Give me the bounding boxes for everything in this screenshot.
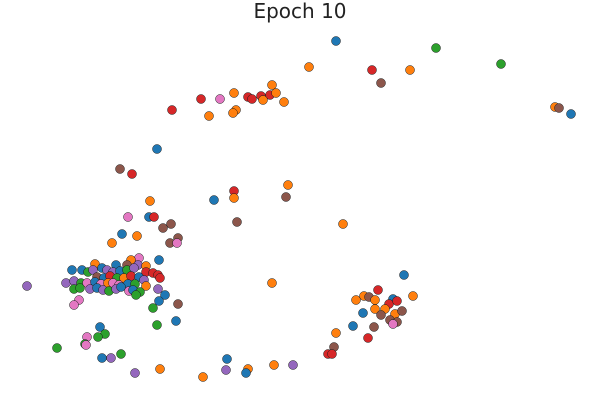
scatter-point-red: [373, 285, 383, 295]
scatter-point-green: [52, 343, 62, 353]
scatter-point-brown: [376, 78, 386, 88]
scatter-point-orange: [408, 291, 418, 301]
scatter-point-red: [149, 212, 159, 222]
scatter-point-blue: [117, 229, 127, 239]
scatter-point-orange: [132, 231, 142, 241]
scatter-point-orange: [304, 62, 314, 72]
scatter-point-pink: [69, 300, 79, 310]
scatter-point-blue: [154, 296, 164, 306]
scatter-point-orange: [405, 65, 415, 75]
scatter-point-orange: [279, 97, 289, 107]
scatter-point-orange: [229, 193, 239, 203]
scatter-point-green: [75, 283, 85, 293]
scatter-point-blue: [116, 282, 126, 292]
scatter-point-orange: [283, 180, 293, 190]
scatter-point-brown: [369, 322, 379, 332]
scatter-point-blue: [171, 316, 181, 326]
scatter-point-orange: [267, 80, 277, 90]
scatter-point-blue: [95, 322, 105, 332]
scatter-point-red: [367, 65, 377, 75]
scatter-point-red: [247, 94, 257, 104]
scatter-point-purple: [153, 284, 163, 294]
scatter-point-blue: [160, 290, 170, 300]
scatter-point-pink: [215, 94, 225, 104]
scatter-point-orange: [229, 88, 239, 98]
scatter-point-orange: [351, 295, 361, 305]
scatter-point-purple: [130, 368, 140, 378]
scatter-point-orange: [258, 95, 268, 105]
scatter-point-red: [327, 349, 337, 359]
scatter-point-orange: [107, 238, 117, 248]
scatter-point-orange: [338, 219, 348, 229]
scatter-point-green: [431, 43, 441, 53]
scatter-point-orange: [331, 328, 341, 338]
scatter-point-orange: [267, 278, 277, 288]
scatter-point-purple: [129, 263, 139, 273]
scatter-point-blue: [209, 195, 219, 205]
scatter-point-brown: [281, 192, 291, 202]
scatter-point-green: [93, 332, 103, 342]
scatter-point-brown: [158, 223, 168, 233]
scatter-point-brown: [173, 299, 183, 309]
scatter-point-blue: [358, 308, 368, 318]
scatter-point-blue: [348, 321, 358, 331]
scatter-point-green: [116, 349, 126, 359]
scatter-point-purple: [221, 365, 231, 375]
scatter-point-orange: [370, 295, 380, 305]
chart-title: Epoch 10: [253, 0, 346, 23]
scatter-point-orange: [228, 108, 238, 118]
scatter-point-blue: [331, 36, 341, 46]
scatter-point-green: [131, 290, 141, 300]
scatter-point-red: [196, 94, 206, 104]
scatter-point-orange: [269, 360, 279, 370]
scatter-points: [22, 36, 576, 382]
scatter-point-orange: [271, 88, 281, 98]
scatter-point-red: [127, 169, 137, 179]
scatter-point-orange: [155, 364, 165, 374]
scatter-point-brown: [376, 310, 386, 320]
scatter-point-brown: [232, 217, 242, 227]
scatter-point-pink: [388, 319, 398, 329]
scatter-point-pink: [81, 340, 91, 350]
scatter-point-brown: [554, 103, 564, 113]
scatter-point-pink: [172, 238, 182, 248]
scatter-point-brown: [397, 306, 407, 316]
scatter-point-pink: [123, 212, 133, 222]
scatter-point-blue: [566, 109, 576, 119]
scatter-point-purple: [106, 353, 116, 363]
scatter-point-purple: [22, 281, 32, 291]
scatter-point-blue: [152, 144, 162, 154]
scatter-point-orange: [370, 304, 380, 314]
scatter-point-blue: [67, 265, 77, 275]
scatter-point-blue: [399, 270, 409, 280]
scatter-point-purple: [288, 360, 298, 370]
scatter-point-purple: [61, 278, 71, 288]
scatter-point-red: [392, 296, 402, 306]
scatter-point-red: [363, 333, 373, 343]
scatter-point-red: [167, 105, 177, 115]
scatter-point-blue: [241, 368, 251, 378]
scatter-point-red: [155, 273, 165, 283]
scatter-point-blue: [97, 353, 107, 363]
scatter-point-orange: [141, 281, 151, 291]
scatter-point-brown: [115, 164, 125, 174]
scatter-point-brown: [166, 219, 176, 229]
scatter-point-green: [148, 303, 158, 313]
scatter-point-orange: [198, 372, 208, 382]
scatter-point-red: [126, 271, 136, 281]
scatter-point-orange: [204, 111, 214, 121]
scatter-point-green: [496, 59, 506, 69]
scatter-point-orange: [145, 196, 155, 206]
scatter-point-green: [152, 320, 162, 330]
scatter-point-blue: [154, 255, 164, 265]
scatter-point-blue: [222, 354, 232, 364]
